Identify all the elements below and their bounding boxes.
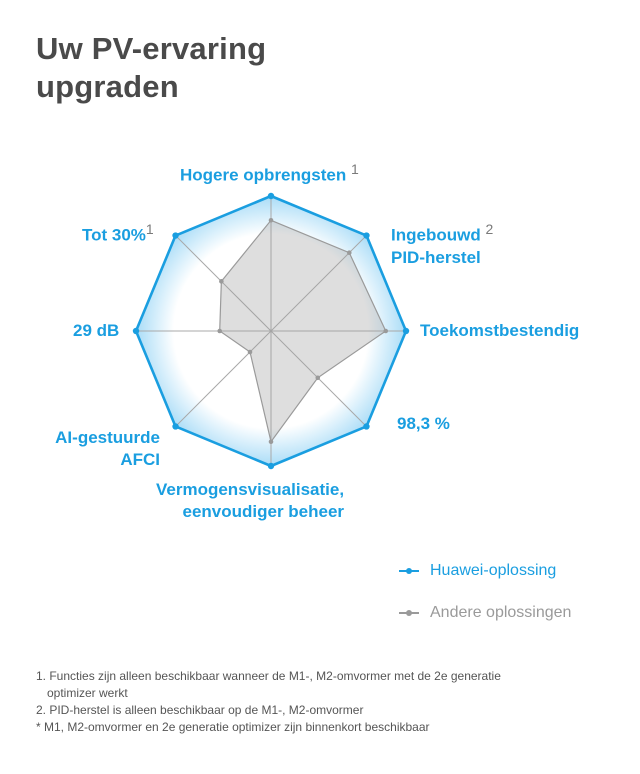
axis-label-rendement: 98,3 % <box>397 414 450 433</box>
axis-label-hogere-opbrengsten: Hogere opbrengsten 1 <box>180 161 359 185</box>
legend-item-huawei: Huawei-oplossing <box>396 560 571 582</box>
legend-item-other: Andere oplossingen <box>396 602 571 624</box>
axis-label-toekomstbestendig: Toekomstbestendig <box>420 321 580 340</box>
series-huawei-point <box>172 232 179 239</box>
footnote-1-line-1: 1. Functies zijn alleen beschikbaar wann… <box>36 669 501 683</box>
radar-chart <box>132 192 410 470</box>
series-other-point <box>219 279 224 284</box>
series-other-point <box>217 328 222 334</box>
axis-label-tot-30: Tot 30%1 <box>82 221 154 245</box>
legend-marker-other <box>396 608 422 618</box>
axis-label-afci: AI-gestuurde AFCI <box>55 428 160 469</box>
series-huawei-point <box>267 462 275 470</box>
series-other-point <box>268 439 274 445</box>
series-other-point <box>383 328 389 334</box>
series-other-point <box>247 349 253 355</box>
radar-spoke <box>175 235 272 332</box>
series-huawei-point <box>267 192 275 200</box>
series-other-point <box>346 250 352 256</box>
page-title: Uw PV-ervaring upgraden <box>36 30 456 106</box>
radar-spoke <box>175 330 272 427</box>
title-line-2: upgraden <box>36 69 179 104</box>
series-huawei-point <box>363 423 370 430</box>
series-huawei-point <box>172 423 179 430</box>
title-line-1: Uw PV-ervaring <box>36 31 267 66</box>
footnotes: 1. Functies zijn alleen beschikbaar wann… <box>36 668 616 736</box>
series-other-point <box>268 218 274 223</box>
series-huawei-point <box>132 327 140 335</box>
series-other-point <box>315 375 321 381</box>
legend-label-huawei: Huawei-oplossing <box>430 562 557 579</box>
footnote-1-line-2: optimizer werkt <box>47 686 128 700</box>
legend-label-other: Andere oplossingen <box>430 604 572 621</box>
legend-marker-huawei <box>396 566 422 576</box>
axis-label-pid-herstel: Ingebouwd 2 PID-herstel <box>391 221 494 267</box>
axis-label-geluid: 29 dB <box>73 321 120 340</box>
series-huawei-point <box>402 327 410 335</box>
footnote-2: 2. PID-herstel is alleen beschikbaar op … <box>36 703 364 717</box>
series-huawei-point <box>363 232 370 239</box>
axis-label-vermogensvisualisatie: Vermogensvisualisatie, eenvoudiger behee… <box>156 480 345 521</box>
footnote-3: * M1, M2-omvormer en 2e generatie optimi… <box>36 720 430 734</box>
chart-legend: Huawei-oplossing Andere oplossingen <box>396 560 571 644</box>
